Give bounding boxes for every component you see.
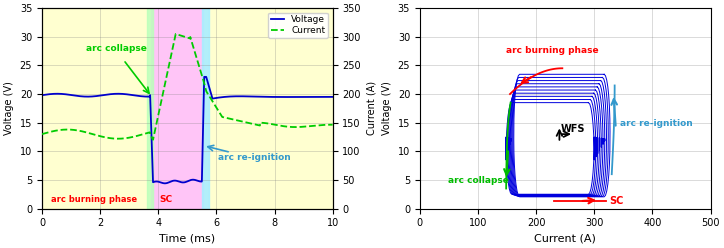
Current bbox=[38, 133, 46, 136]
Y-axis label: Current (A): Current (A) bbox=[366, 81, 376, 135]
Current bbox=[88, 132, 97, 135]
Y-axis label: Voltage (V): Voltage (V) bbox=[382, 81, 392, 135]
Text: arc collapse: arc collapse bbox=[447, 176, 509, 185]
Voltage bbox=[161, 182, 170, 185]
X-axis label: Current (A): Current (A) bbox=[534, 234, 596, 244]
Current bbox=[71, 128, 80, 131]
Voltage bbox=[328, 95, 337, 98]
Bar bbox=[147, 8, 153, 209]
Voltage bbox=[149, 181, 158, 184]
Text: arc collapse: arc collapse bbox=[85, 44, 146, 53]
Voltage bbox=[88, 95, 97, 98]
Text: WFS: WFS bbox=[561, 124, 586, 134]
Current bbox=[148, 138, 157, 141]
Voltage bbox=[323, 95, 332, 98]
Voltage bbox=[161, 182, 169, 185]
Y-axis label: Voltage (V): Voltage (V) bbox=[4, 81, 14, 135]
Current bbox=[292, 125, 300, 128]
X-axis label: Time (ms): Time (ms) bbox=[159, 234, 215, 244]
Line: Voltage: Voltage bbox=[42, 77, 332, 183]
Current bbox=[149, 136, 158, 139]
Text: arc re-ignition: arc re-ignition bbox=[218, 153, 290, 162]
Voltage bbox=[38, 94, 46, 97]
Text: arc burning phase: arc burning phase bbox=[51, 195, 137, 204]
Line: Current: Current bbox=[42, 34, 332, 140]
Legend: Voltage, Current: Voltage, Current bbox=[268, 13, 328, 38]
Current bbox=[323, 123, 332, 126]
Voltage bbox=[71, 94, 80, 97]
Text: arc re-ignition: arc re-ignition bbox=[620, 119, 693, 127]
Voltage bbox=[200, 75, 209, 78]
Bar bbox=[202, 8, 209, 209]
Text: SC: SC bbox=[609, 196, 623, 206]
Current bbox=[172, 32, 180, 35]
Current bbox=[328, 123, 337, 126]
Current bbox=[161, 77, 170, 80]
Text: SC: SC bbox=[160, 195, 173, 204]
Text: arc burning phase: arc burning phase bbox=[506, 46, 599, 55]
Bar bbox=[151, 8, 203, 209]
Voltage bbox=[292, 95, 300, 98]
